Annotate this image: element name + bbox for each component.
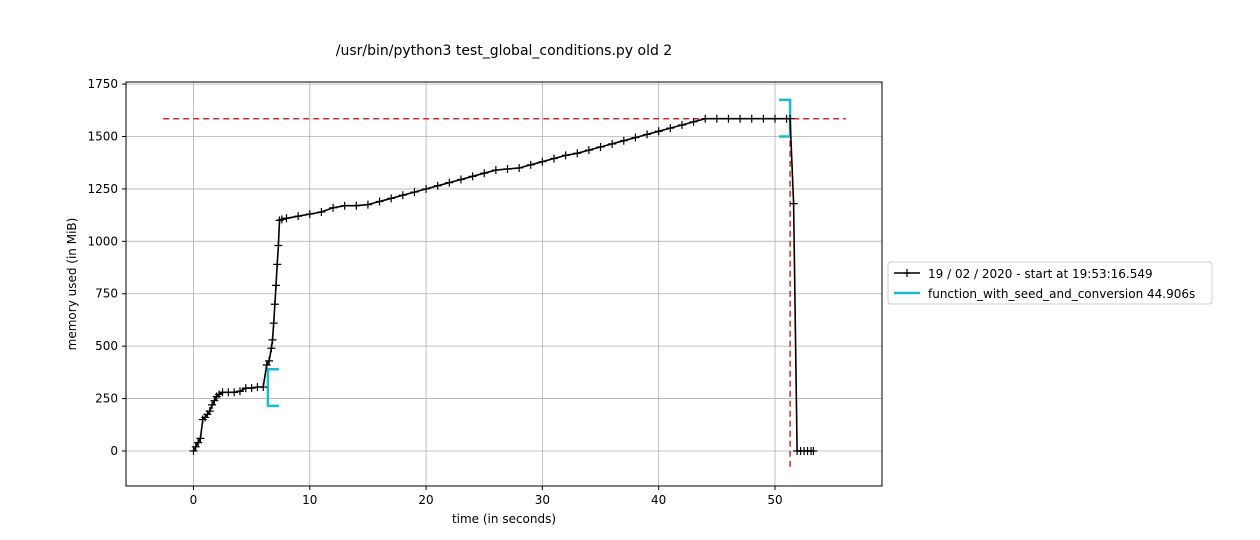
data-point-marker (631, 133, 640, 142)
x-tick-label: 10 (302, 493, 317, 507)
x-tick-label: 50 (767, 493, 782, 507)
data-point-marker (480, 169, 489, 178)
data-point-marker (550, 154, 559, 163)
x-tick-label: 30 (535, 493, 550, 507)
plot-frame (125, 81, 883, 487)
data-point-marker (282, 214, 291, 223)
y-axis-ticks: 0 250 500 750 1000 1250 1500 1750 (87, 77, 126, 458)
chart-title: /usr/bin/python3 test_global_conditions.… (336, 43, 672, 59)
data-point-marker (643, 130, 652, 139)
data-point-marker (515, 163, 524, 172)
data-point-marker (267, 344, 276, 353)
data-point-marker (619, 136, 628, 145)
data-point-marker (305, 210, 314, 219)
data-point-marker (701, 114, 710, 123)
data-point-marker (770, 114, 779, 123)
data-point-marker (584, 146, 593, 155)
y-tick-label: 1750 (87, 77, 118, 91)
legend: 19 / 02 / 2020 - start at 19:53:16.549 f… (887, 261, 1213, 305)
data-point-marker (526, 160, 535, 169)
data-point-marker (789, 199, 798, 208)
data-point-marker (210, 396, 219, 405)
function-bracket-series (266, 98, 792, 408)
data-point-marker (398, 191, 407, 200)
x-tick-label: 40 (651, 493, 666, 507)
data-point-marker (268, 335, 277, 344)
data-point-marker (608, 139, 617, 148)
data-point-marker (235, 387, 244, 396)
y-tick-label: 750 (95, 287, 118, 301)
data-point-marker (329, 203, 338, 212)
x-tick-label: 20 (418, 493, 433, 507)
x-tick-label: 0 (190, 493, 198, 507)
data-point-marker (654, 127, 663, 136)
y-tick-label: 500 (95, 339, 118, 353)
data-point-marker (272, 281, 281, 290)
data-point-marker (205, 407, 214, 416)
data-point-marker (191, 442, 200, 451)
data-point-marker (538, 157, 547, 166)
data-point-marker (573, 149, 582, 158)
data-point-marker (363, 200, 372, 209)
data-point-marker (259, 383, 268, 392)
data-point-marker (712, 114, 721, 123)
legend-marker-memory (903, 269, 911, 277)
data-point-marker (689, 117, 698, 126)
x-axis-label: time (in seconds) (452, 512, 556, 526)
data-point-marker (747, 114, 756, 123)
y-axis-label: memory used (in MiB) (65, 218, 79, 351)
data-point-marker (340, 201, 349, 210)
y-tick-label: 250 (95, 392, 118, 406)
data-point-marker (491, 166, 500, 175)
data-point-marker (273, 260, 282, 269)
data-point-marker (247, 384, 256, 393)
legend-label-memory: 19 / 02 / 2020 - start at 19:53:16.549 (928, 267, 1153, 281)
x-axis-ticks: 0 10 20 30 40 50 (190, 486, 783, 507)
legend-box (887, 261, 1213, 305)
data-point-marker (422, 184, 431, 193)
data-point-marker (561, 151, 570, 160)
data-point-marker (596, 142, 605, 151)
y-tick-label: 1500 (87, 130, 118, 144)
y-tick-label: 0 (110, 444, 118, 458)
reference-lines (163, 117, 846, 467)
legend-label-function: function_with_seed_and_conversion 44.906… (928, 287, 1195, 301)
data-point-marker (677, 120, 686, 129)
data-point-marker (433, 181, 442, 190)
memory-line (192, 117, 814, 452)
data-point-marker (387, 194, 396, 203)
memory-series (189, 114, 818, 455)
data-point-marker (277, 215, 286, 224)
data-point-marker (503, 165, 512, 174)
data-point-marker (786, 114, 795, 123)
y-tick-label: 1000 (87, 234, 118, 248)
data-point-marker (809, 446, 818, 455)
data-point-marker (265, 356, 274, 365)
data-point-marker (317, 207, 326, 216)
data-point-marker (468, 172, 477, 181)
data-point-marker (352, 201, 361, 210)
data-point-marker (456, 175, 465, 184)
function-start-bracket (266, 367, 279, 408)
data-point-marker (196, 434, 205, 443)
data-point-marker (262, 361, 271, 370)
y-tick-label: 1250 (87, 182, 118, 196)
data-point-marker (410, 188, 419, 197)
data-point-marker (759, 114, 768, 123)
data-point-marker (230, 388, 239, 397)
data-point-marker (208, 400, 217, 409)
data-point-marker (666, 124, 675, 133)
data-point-marker (189, 446, 198, 455)
data-point-marker (274, 241, 283, 250)
data-point-marker (724, 114, 733, 123)
data-point-marker (270, 300, 279, 309)
data-point-marker (269, 319, 278, 328)
data-point-marker (194, 438, 203, 447)
data-point-marker (736, 114, 745, 123)
data-point-marker (294, 212, 303, 221)
data-point-marker (375, 197, 384, 206)
grid-lines (126, 82, 882, 486)
data-point-marker (445, 178, 454, 187)
